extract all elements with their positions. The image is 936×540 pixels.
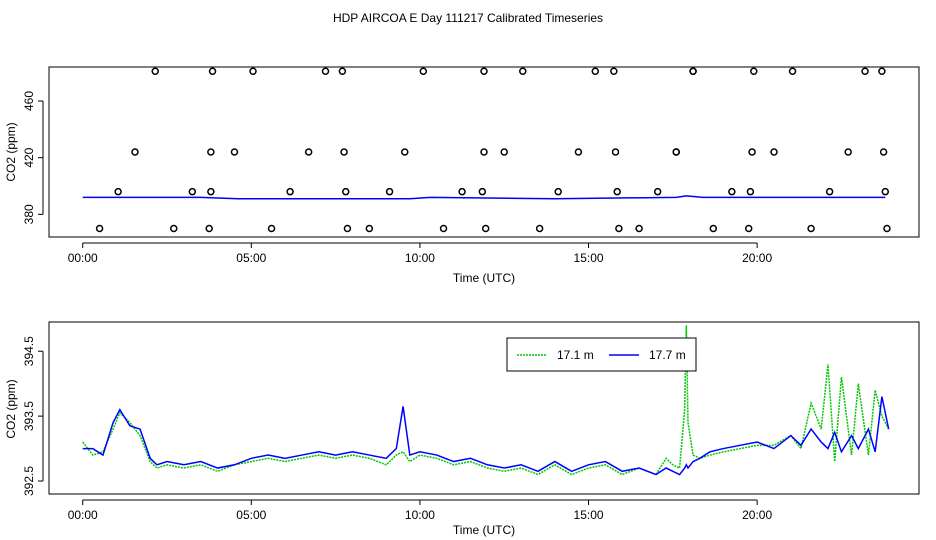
data-point-circle	[478, 187, 487, 196]
data-point-circle	[340, 148, 348, 156]
x-tick-label: 15:00	[574, 251, 604, 265]
x-tick-label: 10:00	[405, 251, 435, 265]
data-point-circle	[286, 187, 294, 196]
data-point-circle	[861, 67, 869, 75]
top-x-axis-label: Time (UTC)	[453, 271, 515, 285]
legend: 17.1 m 17.7 m	[506, 337, 697, 372]
y-tick-label: 380	[22, 204, 36, 224]
data-point-circle	[170, 224, 178, 233]
data-point-circle	[267, 224, 276, 233]
top-data-marks	[82, 67, 891, 233]
data-point-circle	[535, 224, 544, 233]
bottom-x-axis-label: Time (UTC)	[453, 523, 515, 537]
data-point-circle	[188, 187, 197, 196]
x-tick-label: 10:00	[405, 508, 435, 522]
data-point-circle	[591, 67, 600, 75]
y-tick-label: 394.5	[22, 336, 36, 366]
x-tick-label: 15:00	[574, 508, 604, 522]
data-point-circle	[878, 67, 886, 75]
data-point-circle	[151, 67, 159, 75]
data-point-circle	[500, 148, 508, 156]
data-point-circle	[519, 67, 527, 75]
y-tick-label: 420	[22, 147, 36, 167]
y-tick-label: 393.5	[22, 401, 36, 431]
data-point-circle	[385, 187, 394, 196]
data-point-circle	[635, 224, 643, 233]
data-point-circle	[653, 187, 662, 196]
data-point-circle	[750, 67, 758, 75]
data-point-circle	[788, 67, 797, 75]
data-point-circle	[480, 148, 488, 156]
bottom-y-axis: 392.5 393.5 394.5	[22, 336, 44, 496]
data-point-circle	[230, 148, 239, 156]
x-tick-label: 05:00	[236, 251, 266, 265]
data-point-circle	[95, 224, 104, 233]
data-point-circle	[554, 187, 562, 196]
data-point-circle	[879, 148, 888, 156]
data-point-circle	[746, 187, 755, 196]
data-point-circle	[883, 224, 891, 233]
legend-label-17-1m: 17.1 m	[557, 348, 594, 362]
top-y-axis: 380 420 460	[22, 91, 44, 224]
data-point-circle	[208, 67, 217, 75]
data-point-circle	[439, 224, 448, 233]
data-point-circle	[709, 224, 718, 233]
data-point-circle	[748, 148, 756, 156]
data-point-circle	[458, 187, 466, 196]
x-tick-label: 05:00	[236, 508, 266, 522]
data-point-circle	[672, 148, 680, 156]
chart-title: HDP AIRCOA E Day 111217 Calibrated Times…	[333, 11, 603, 25]
data-point-circle	[728, 187, 736, 196]
data-point-circle	[881, 187, 890, 196]
x-tick-label: 20:00	[742, 508, 772, 522]
data-point-circle	[419, 67, 428, 75]
data-point-circle	[207, 187, 215, 196]
data-point-circle	[343, 224, 352, 233]
bottom-plot-frame	[48, 321, 920, 495]
data-point-circle	[744, 224, 753, 233]
legend-label-17-7m: 17.7 m	[649, 348, 686, 362]
data-point-circle	[615, 224, 623, 233]
top-x-axis: 00:00 05:00 10:00 15:00 20:00	[68, 242, 772, 265]
x-tick-label: 00:00	[68, 508, 98, 522]
data-point-circle	[365, 224, 374, 233]
bottom-data-marks	[82, 325, 890, 476]
data-point-circle	[131, 148, 139, 156]
data-point-circle	[205, 224, 213, 233]
data-point-circle	[341, 187, 350, 196]
bottom-x-axis: 00:00 05:00 10:00 15:00 20:00	[68, 499, 772, 522]
y-tick-label: 392.5	[22, 466, 36, 496]
bottom-panel: 00:00 05:00 10:00 15:00 20:00 392.5 393.5 394.…	[4, 321, 920, 537]
series-line-17-1-m	[82, 325, 890, 476]
data-point-circle	[689, 67, 697, 75]
top-plot-frame	[48, 66, 920, 238]
data-point-circle	[807, 224, 815, 233]
data-point-circle	[114, 187, 122, 196]
data-point-circle	[321, 67, 330, 75]
data-point-circle	[401, 148, 409, 156]
top-panel: 00:00 05:00 10:00 15:00 20:00 380 420 460 Time…	[4, 66, 920, 285]
data-point-circle	[249, 67, 257, 75]
data-point-circle	[770, 148, 778, 156]
data-point-circle	[338, 67, 347, 75]
data-point-circle	[825, 187, 834, 196]
data-point-circle	[207, 148, 215, 156]
data-point-circle	[844, 148, 852, 156]
data-point-circle	[574, 148, 583, 156]
data-point-circle	[611, 148, 620, 156]
data-point-circle	[610, 67, 618, 75]
y-tick-label: 460	[22, 91, 36, 111]
data-point-circle	[481, 224, 490, 233]
data-point-circle	[613, 187, 621, 196]
x-tick-label: 20:00	[742, 251, 772, 265]
top-y-axis-label: CO2 (ppm)	[4, 122, 18, 181]
bottom-y-axis-label: CO2 (ppm)	[4, 379, 18, 438]
x-tick-label: 00:00	[68, 251, 98, 265]
data-point-circle	[480, 67, 488, 75]
series-line-17-7-m	[82, 396, 890, 476]
data-point-circle	[304, 148, 313, 156]
baseline-series-line	[82, 195, 886, 200]
